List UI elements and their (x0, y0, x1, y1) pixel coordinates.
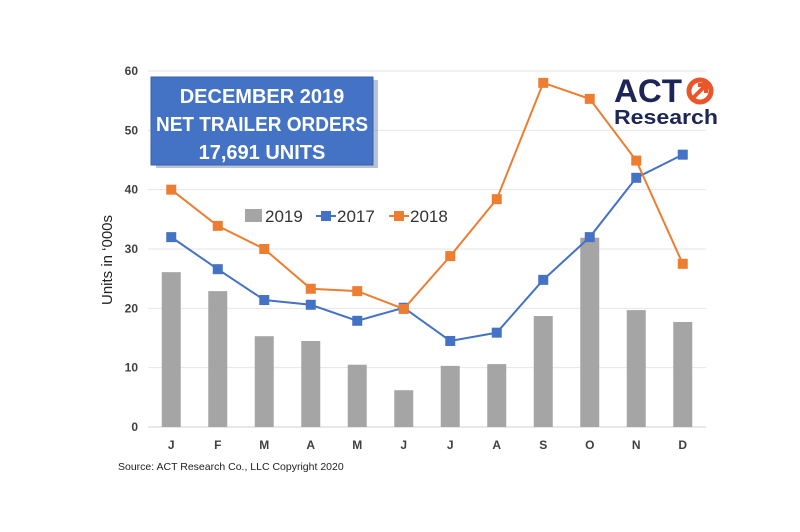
marker-2018-8 (538, 77, 549, 88)
bar-2019-7 (487, 364, 507, 427)
x-tick-label: D (678, 438, 687, 452)
y-axis-label: Units in ‘000s (99, 215, 116, 305)
bars-2019 (161, 237, 693, 427)
marker-2017-9 (584, 232, 595, 243)
bar-2019-3 (301, 340, 321, 427)
x-tick-label: J (400, 438, 407, 452)
marker-2017-10 (631, 172, 642, 183)
marker-2017-7 (491, 327, 502, 338)
legend-label-2017: 2017 (337, 207, 375, 226)
y-tick-label: 20 (125, 301, 139, 315)
marker-2017-0 (166, 232, 177, 243)
bar-2019-4 (347, 364, 367, 427)
bar-2019-0 (161, 272, 181, 427)
y-tick-label: 30 (125, 242, 139, 256)
y-tick-label: 40 (125, 183, 139, 197)
y-tick-label: 0 (131, 420, 138, 434)
marker-2018-3 (305, 283, 316, 294)
bar-2019-8 (533, 316, 553, 427)
x-tick-label: A (306, 438, 315, 452)
bar-2019-5 (394, 390, 414, 427)
banner-line-2: NET TRAILER ORDERS (156, 114, 368, 136)
logo-research-text: Research (614, 107, 718, 129)
marker-2018-6 (445, 251, 456, 262)
legend-label-2019: 2019 (265, 207, 303, 226)
marker-2017-3 (305, 299, 316, 310)
bar-2019-2 (254, 336, 274, 427)
line-series (166, 77, 688, 346)
y-axis-ticks: 0 10 20 30 40 50 60 (125, 64, 139, 434)
x-tick-label: N (632, 438, 641, 452)
line-2018 (170, 81, 684, 311)
marker-2017-2 (259, 295, 270, 306)
x-tick-label: F (214, 438, 221, 452)
line-2017 (170, 153, 684, 343)
marker-2017-1 (212, 264, 223, 275)
legend: 2019 2017 2018 (245, 207, 448, 226)
y-tick-label: 60 (125, 64, 139, 78)
y-tick-label: 10 (125, 361, 139, 375)
marker-2018-7 (491, 194, 502, 205)
x-tick-label: A (492, 438, 501, 452)
marker-2018-9 (584, 93, 595, 104)
marker-2017-8 (538, 274, 549, 285)
series-2018 (166, 77, 688, 314)
bar-2019-6 (440, 365, 460, 427)
bar-2019-9 (580, 237, 600, 427)
banner-box (150, 76, 374, 166)
x-tick-label: J (168, 438, 175, 452)
marker-2018-4 (352, 286, 363, 297)
source-note: Source: ACT Research Co., LLC Copyright … (118, 461, 344, 473)
banner-line-1: DECEMBER 2019 (180, 86, 345, 108)
bar-2019-1 (208, 291, 228, 427)
x-tick-label: J (447, 438, 454, 452)
marker-2018-10 (631, 155, 642, 166)
marker-2018-2 (259, 244, 270, 254)
marker-2018-0 (166, 184, 177, 195)
act-research-logo: ACT Research (614, 73, 718, 129)
x-tick-label: S (539, 438, 547, 452)
marker-2018-5 (398, 303, 409, 314)
marker-2017-6 (445, 335, 456, 346)
marker-2018-1 (212, 220, 223, 231)
marker-2017-4 (352, 315, 363, 326)
x-tick-label: M (352, 438, 362, 452)
x-tick-label: M (259, 438, 269, 452)
y-tick-label: 50 (125, 123, 139, 137)
legend-swatch-2019 (245, 209, 262, 222)
logo-act-text: ACT (614, 73, 682, 109)
bar-2019-10 (626, 310, 646, 427)
bar-2019-11 (673, 321, 693, 427)
marker-2017-11 (677, 149, 688, 160)
banner: DECEMBER 2019 NET TRAILER ORDERS 17,691 … (150, 76, 378, 168)
logo-arrow-icon (686, 77, 714, 105)
legend-marker-2017 (321, 211, 331, 221)
x-tick-label: O (585, 438, 594, 452)
legend-label-2018: 2018 (410, 207, 448, 226)
marker-2018-11 (677, 258, 688, 269)
legend-marker-2018 (394, 211, 404, 221)
banner-line-3: 17,691 UNITS (199, 142, 326, 164)
series-2017 (166, 149, 688, 346)
